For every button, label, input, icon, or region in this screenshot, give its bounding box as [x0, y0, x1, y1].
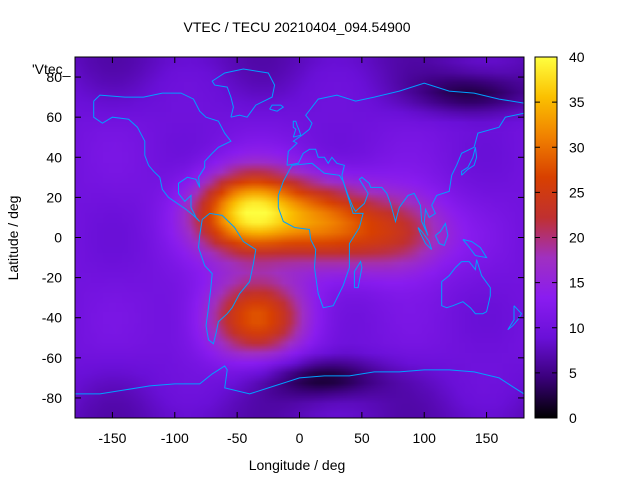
coastline-sumatra	[417, 227, 433, 250]
coastline-africa	[277, 162, 364, 309]
coastline-great-britain	[292, 120, 302, 138]
x-tick-label: 50	[354, 430, 370, 446]
y-tick-label: 0	[54, 230, 62, 246]
vtec-heatmap	[75, 57, 524, 418]
y-tick-label: -80	[42, 390, 62, 406]
colorbar-tick-label: 5	[569, 365, 577, 381]
y-tick-label: 40	[46, 149, 62, 165]
colorbar-tick-label: 40	[569, 49, 585, 65]
x-tick-label: 150	[475, 430, 499, 446]
coastline-greenland	[211, 68, 276, 118]
colorbar-tick-label: 10	[569, 320, 585, 336]
colorbar-tick-label: 25	[569, 184, 585, 200]
colorbar-tick-label: 35	[569, 94, 585, 110]
colorbar-tick-label: 0	[569, 410, 577, 426]
y-tick-label: 60	[46, 109, 62, 125]
coastline-japan	[461, 147, 478, 176]
y-tick-label: 20	[46, 189, 62, 205]
legend-key-label: 'Vtec_	[32, 61, 71, 77]
x-tick-label: 0	[296, 430, 304, 446]
x-tick-label: 100	[413, 430, 437, 446]
axis-ticks: -150 -100 -50 0 50 100 150 -80 -60 -40 -20 0 20 40 60 8…	[42, 57, 524, 446]
coastline-australia	[441, 259, 491, 315]
colorbar-tick-label: 20	[569, 230, 585, 246]
y-tick-label: -40	[42, 310, 62, 326]
colorbar-tick-label: 30	[569, 139, 585, 155]
y-tick-label: -60	[42, 350, 62, 366]
x-tick-label: -100	[161, 430, 189, 446]
coastline-north-america	[93, 92, 232, 222]
x-axis-label: Longitude / deg	[249, 457, 346, 473]
y-tick-label: 80	[46, 69, 62, 85]
chart-title: VTEC / TECU 20210404_094.54900	[183, 19, 410, 35]
x-tick-label: -50	[227, 430, 247, 446]
colorbar-tick-label: 15	[569, 275, 585, 291]
coastline-borneo	[434, 222, 449, 247]
coastline-south-america	[197, 212, 257, 345]
y-tick-label: -20	[42, 270, 62, 286]
coastline-new-zealand	[507, 305, 523, 331]
coastline-new-guinea	[462, 239, 488, 259]
coastline-antarctica	[75, 365, 524, 395]
coastline-eurasia	[286, 82, 524, 236]
coastline-madagascar	[353, 260, 363, 289]
x-tick-label: -150	[98, 430, 126, 446]
coastline-iceland	[269, 104, 285, 112]
coastline-overlay	[75, 68, 524, 395]
colorbar-ticks: 0 5 10 15 20 25 30 35 40	[535, 49, 585, 426]
y-axis-label: Latitude / deg	[5, 196, 21, 281]
